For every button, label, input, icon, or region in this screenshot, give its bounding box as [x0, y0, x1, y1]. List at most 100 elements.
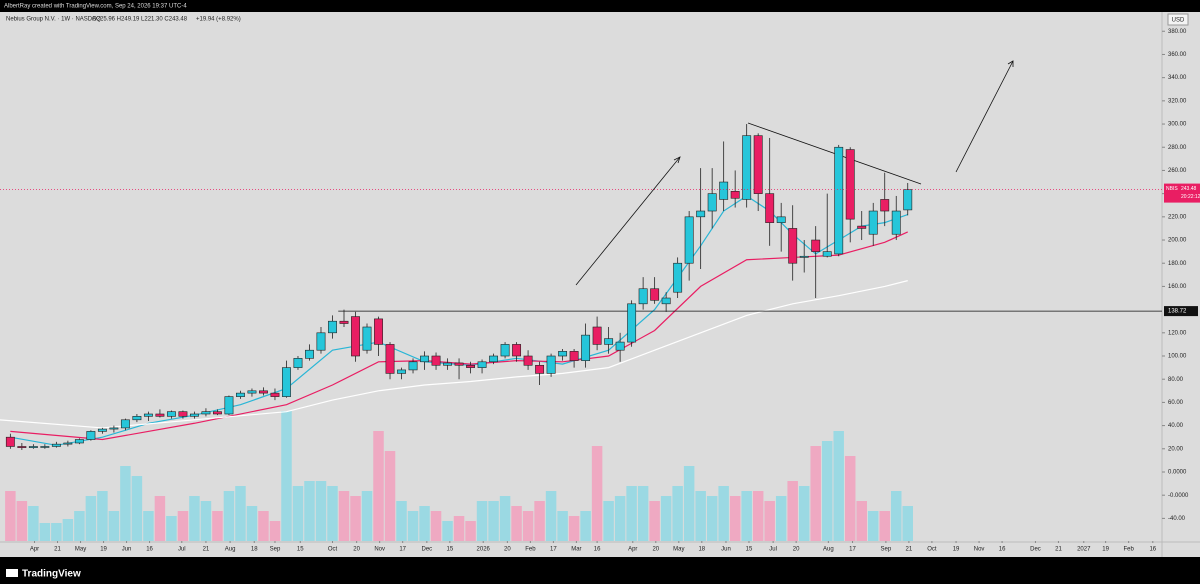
volume-bar	[522, 511, 534, 541]
candle-body	[339, 320, 349, 324]
y-tick-label: 80.00	[1168, 377, 1184, 383]
y-tick-label: 360.00	[1168, 52, 1187, 58]
volume-bar	[580, 511, 591, 541]
candle-body	[489, 355, 499, 363]
x-tick-label: 21	[54, 547, 61, 553]
x-tick-label: 19	[1102, 547, 1109, 553]
candle-body	[627, 303, 637, 343]
volume-bar	[764, 501, 775, 541]
volume-bar	[384, 451, 396, 541]
x-tick-label: Oct	[927, 547, 937, 553]
x-tick-label: Aug	[225, 547, 236, 553]
candle-body	[420, 355, 429, 363]
y-tick-label: 160.00	[1168, 284, 1187, 290]
candle-body	[512, 344, 522, 357]
candle-body	[730, 191, 740, 199]
x-tick-label: 21	[203, 547, 210, 553]
candle-body	[880, 199, 890, 212]
x-tick-label: Nov	[374, 547, 385, 553]
y-tick-label: 0.0000	[1168, 470, 1187, 476]
logo	[6, 569, 18, 577]
volume-bar	[798, 486, 810, 541]
candle-body	[166, 411, 176, 417]
volume-bar	[499, 496, 511, 541]
volume-bar	[890, 491, 902, 541]
candle-body	[5, 436, 15, 447]
x-tick-label: 18	[698, 547, 705, 553]
volume-bar	[212, 511, 223, 541]
volume-bar	[442, 521, 453, 541]
y-tick-label: -0.0000	[1168, 493, 1189, 499]
volume-bar	[867, 511, 879, 541]
candle-body	[374, 318, 383, 345]
volume-bar	[741, 491, 752, 541]
candle-body	[431, 355, 441, 366]
x-tick-label: 21	[906, 547, 913, 553]
candle-body	[385, 344, 395, 374]
x-tick-label: 16	[146, 547, 153, 553]
candle-body	[569, 351, 579, 361]
candle-body	[97, 428, 107, 432]
candle-body	[270, 392, 280, 397]
volume-bar	[856, 501, 867, 541]
volume-bar	[177, 511, 189, 541]
x-tick-label: Jul	[769, 547, 777, 553]
candle-body	[17, 446, 27, 448]
volume-bar	[810, 446, 821, 541]
volume-bar	[787, 481, 798, 541]
candle-body	[581, 334, 591, 361]
candle-body	[753, 135, 763, 194]
x-tick-label: 2026	[477, 547, 491, 553]
volume-bar	[453, 516, 465, 541]
volume-bar	[718, 486, 729, 541]
candle-body	[765, 193, 775, 223]
x-tick-label: Aug	[823, 547, 834, 553]
currency-box[interactable]	[1167, 13, 1189, 26]
candle-body	[63, 442, 73, 445]
volume-bar	[361, 491, 373, 541]
candle-body	[408, 361, 418, 371]
candle-body	[696, 210, 706, 218]
volume-bar	[614, 496, 626, 541]
candle-body	[546, 355, 556, 374]
x-tick-label: 16	[999, 547, 1006, 553]
volume-bar	[637, 486, 649, 541]
x-tick-label: Sep	[270, 547, 281, 553]
volume-bar	[683, 466, 695, 541]
volume-bar	[292, 486, 304, 541]
candle-body	[397, 369, 406, 374]
volume-bar	[373, 431, 384, 541]
x-tick-label: 20	[652, 547, 659, 553]
candle-body	[477, 361, 487, 368]
countdown: 20:22:12	[1181, 194, 1200, 200]
x-tick-label: 15	[446, 547, 453, 553]
candle-body	[454, 362, 464, 366]
candle-body	[891, 210, 901, 235]
x-tick-label: Sep	[881, 547, 892, 553]
candle-body	[224, 396, 234, 415]
volume-bar	[120, 466, 131, 541]
candle-body	[799, 255, 809, 258]
candle-body	[28, 446, 38, 448]
candle-body	[788, 228, 798, 264]
candle-body	[857, 225, 867, 229]
y-tick-label: 320.00	[1168, 98, 1187, 104]
y-tick-label: -40.00	[1168, 516, 1186, 522]
currency: USD	[1172, 18, 1185, 24]
x-tick-label: Feb	[1123, 547, 1134, 553]
arrow	[955, 60, 1014, 173]
volume-bar	[465, 521, 476, 541]
x-tick-label: Dec	[421, 547, 432, 553]
volume-bar	[189, 496, 200, 541]
volume-bar	[97, 491, 108, 541]
x-tick-label: 19	[953, 547, 960, 553]
volume-bar	[166, 516, 177, 541]
candle-body	[351, 316, 360, 357]
brand: TradingView	[22, 569, 81, 580]
candle-body	[305, 349, 314, 359]
candle-body	[834, 146, 844, 255]
volume-bar	[660, 496, 672, 541]
candle-body	[109, 427, 119, 430]
arrow-head	[673, 156, 681, 164]
candle-body	[328, 320, 337, 334]
